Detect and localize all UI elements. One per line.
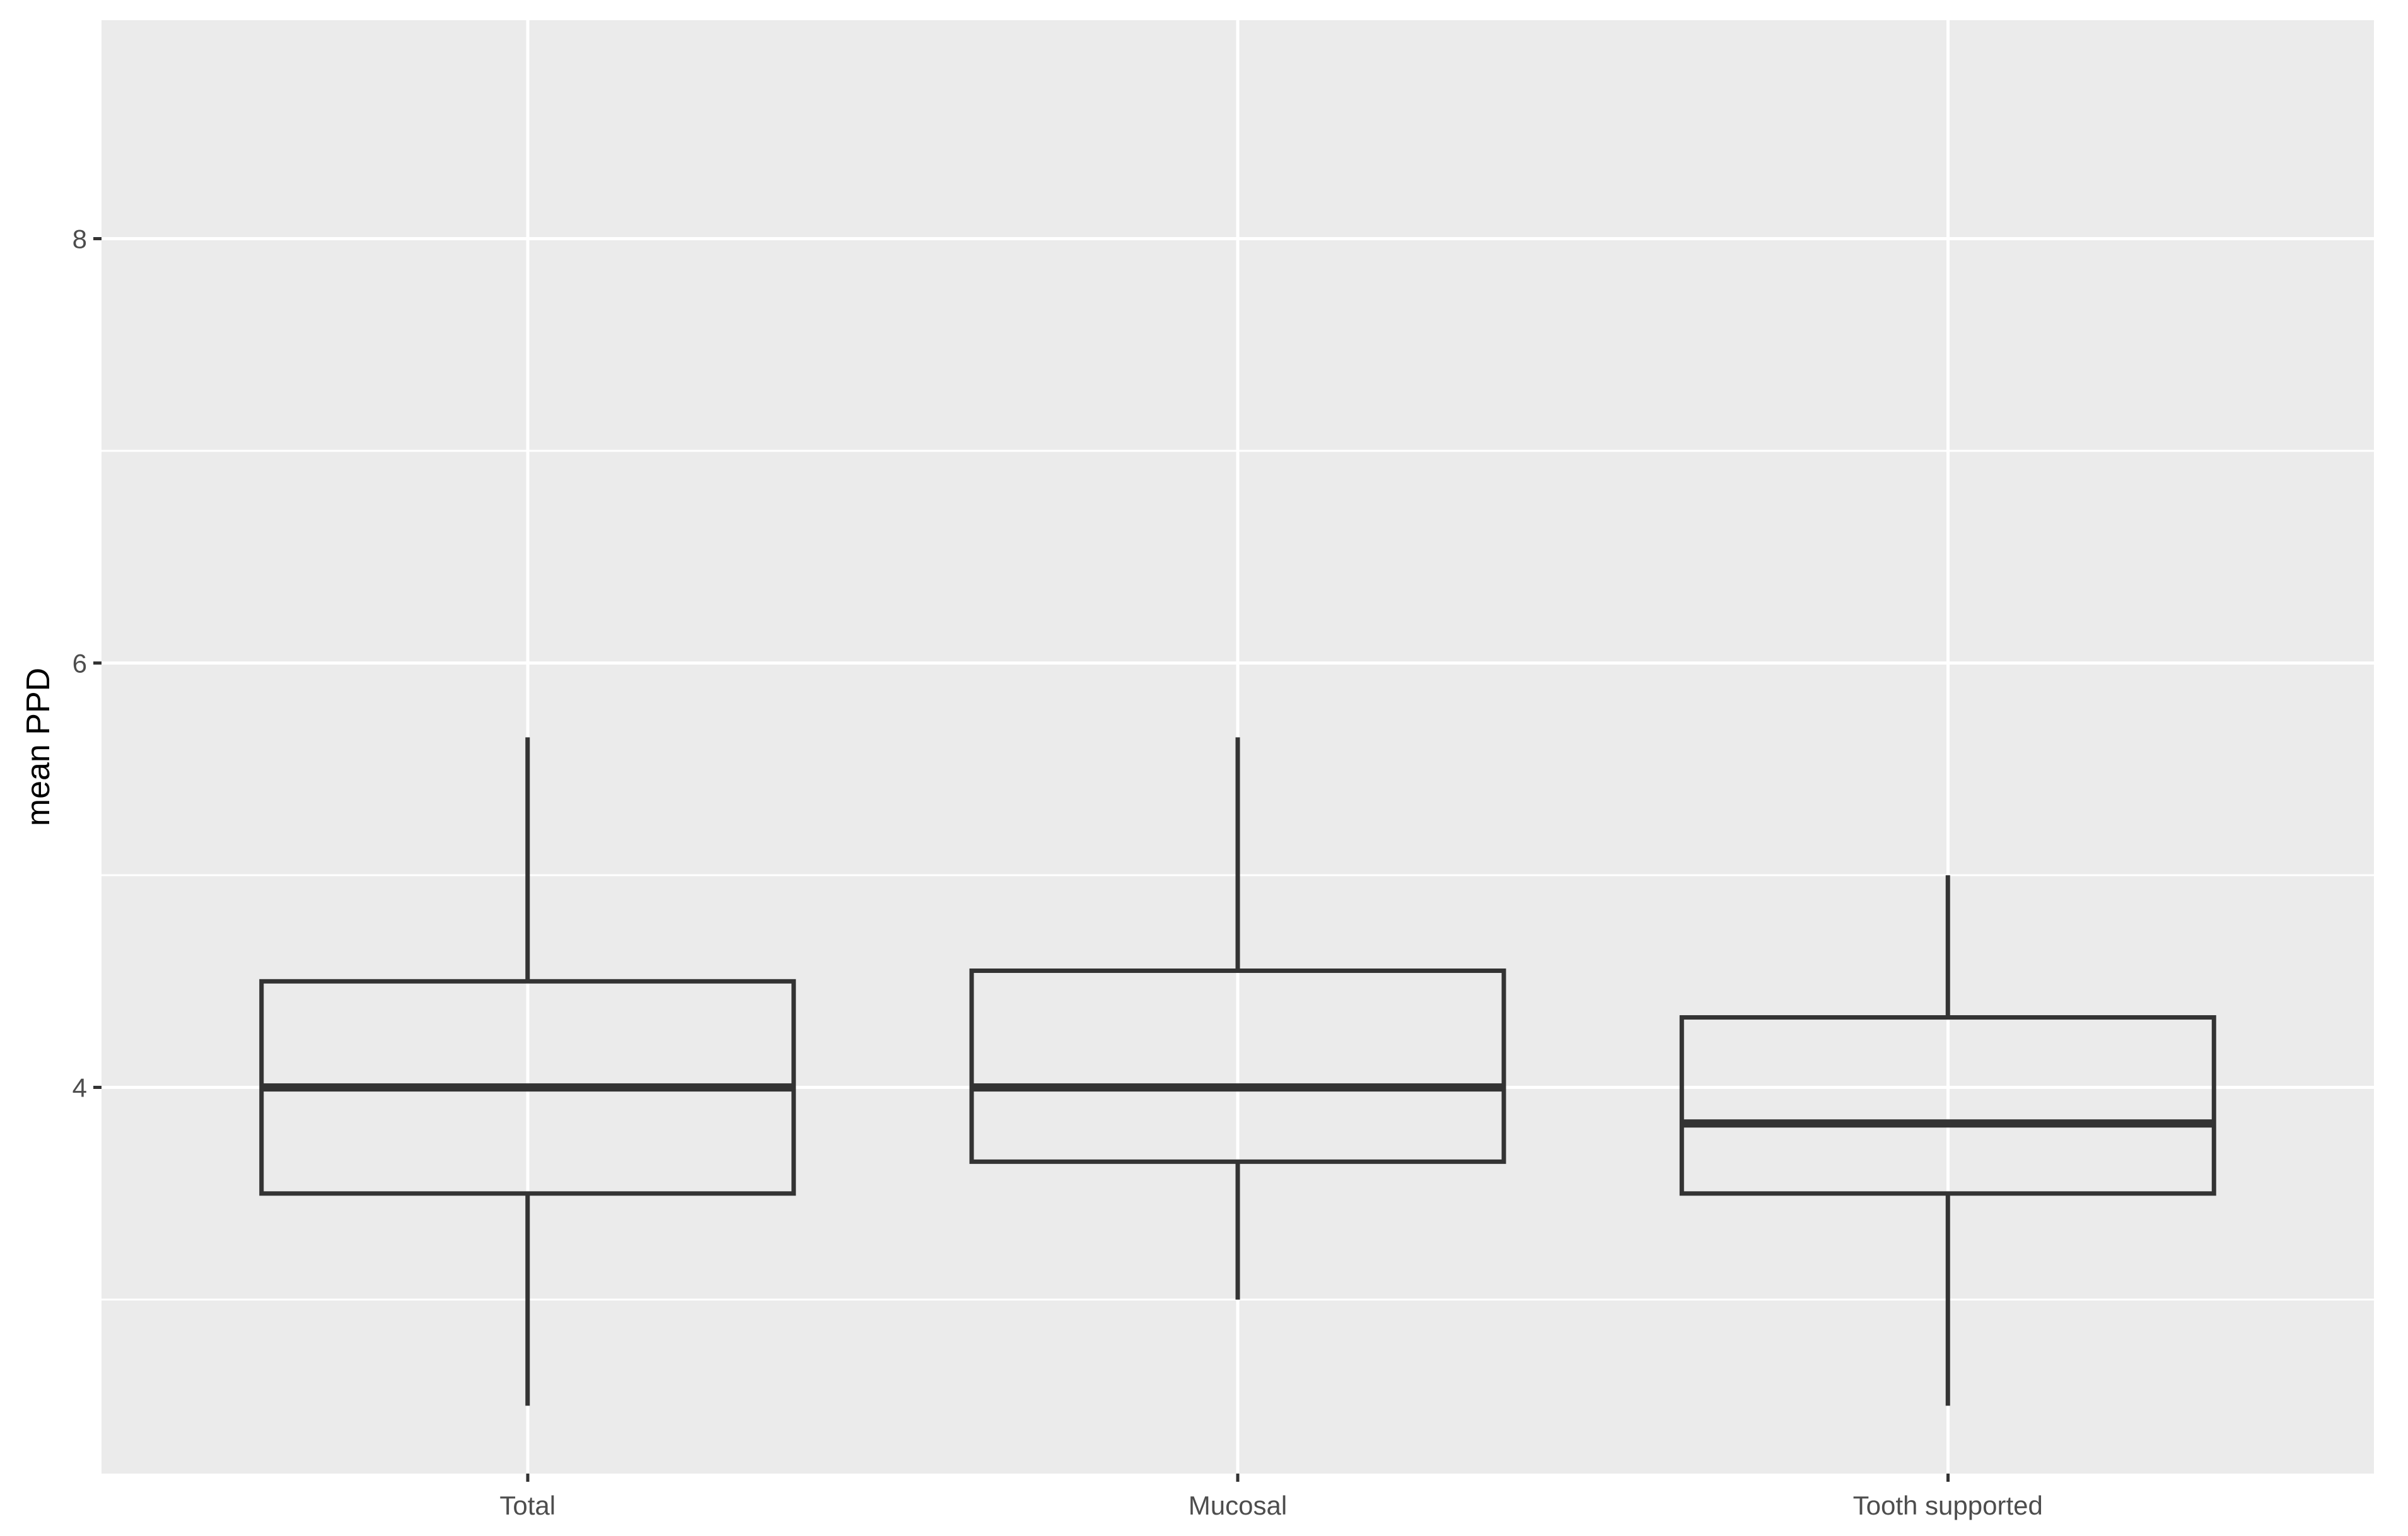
y-axis-tick-labels: 4 6 8 — [73, 224, 87, 1103]
boxplot-total — [259, 737, 796, 1406]
x-tick-label-mucosal: Mucosal — [1189, 1491, 1287, 1520]
x-tick-label-tooth-supported: Tooth supported — [1853, 1491, 2043, 1520]
iqr-box-mucosal — [969, 969, 1506, 1164]
boxplot-mucosal — [969, 737, 1506, 1300]
y-axis-title: mean PPD — [20, 668, 57, 826]
y-tick-label-6: 6 — [73, 649, 87, 678]
y-tick-label-8: 8 — [73, 224, 87, 254]
x-axis-tick-labels: Total Mucosal Tooth supported — [499, 1491, 2042, 1520]
boxplot-tooth-supported — [1679, 875, 2216, 1406]
y-axis-ticks — [93, 237, 102, 1090]
x-tick-label-total: Total — [499, 1491, 555, 1520]
iqr-box-tooth-supported — [1679, 1015, 2216, 1196]
x-axis-ticks — [526, 1474, 1950, 1482]
y-tick-label-4: 4 — [73, 1073, 87, 1103]
boxplots — [259, 737, 2216, 1406]
